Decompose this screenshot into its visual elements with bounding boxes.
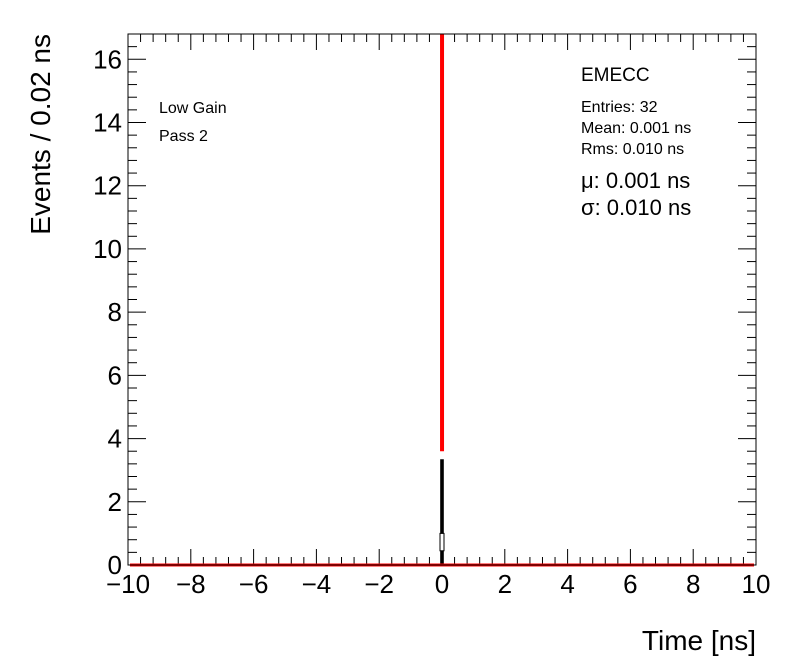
x-tick-label: −2 <box>364 569 394 599</box>
x-axis-title: Time [ns] <box>642 625 756 656</box>
y-axis-title: Events / 0.02 ns <box>25 34 56 235</box>
tick-labels: −10 −8 −6 −4 −2 0 2 4 6 8 10 0 2 4 6 8 10 12 14 16 <box>93 44 770 599</box>
stats-entries: Entries: 32 <box>581 99 658 116</box>
x-tick-label: 0 <box>435 569 449 599</box>
bin-marker <box>439 532 445 552</box>
x-tick-label: 6 <box>623 569 637 599</box>
gain-label: Low Gain <box>159 100 227 117</box>
x-tick-label: −10 <box>106 569 150 599</box>
y-tick-label: 12 <box>93 171 122 201</box>
plot-frame <box>127 33 757 566</box>
y-tick-label: 2 <box>108 487 122 517</box>
x-tick-label: 4 <box>560 569 574 599</box>
x-tick-label: −8 <box>176 569 206 599</box>
y-tick-label: 0 <box>108 550 122 580</box>
x-tick-label: −6 <box>239 569 269 599</box>
y-tick-label: 10 <box>93 234 122 264</box>
pass-label: Pass 2 <box>159 128 208 145</box>
stats-mean: Mean: 0.001 ns <box>581 120 691 137</box>
y-tick-label: 6 <box>108 360 122 390</box>
histogram-bin <box>440 459 444 565</box>
y-tick-label: 4 <box>108 424 122 454</box>
x-tick-label: 2 <box>498 569 512 599</box>
x-tick-label: 10 <box>742 569 771 599</box>
fit-mu: μ: 0.001 ns <box>581 168 690 193</box>
x-tick-label: −4 <box>302 569 332 599</box>
stats-title: EMECC <box>581 65 650 86</box>
x-tick-label: 8 <box>686 569 700 599</box>
y-tick-label: 16 <box>93 44 122 74</box>
stats-rms: Rms: 0.010 ns <box>581 141 684 158</box>
y-tick-label: 14 <box>93 108 122 138</box>
y-tick-label: 8 <box>108 297 122 327</box>
fit-sigma: σ: 0.010 ns <box>581 195 691 220</box>
